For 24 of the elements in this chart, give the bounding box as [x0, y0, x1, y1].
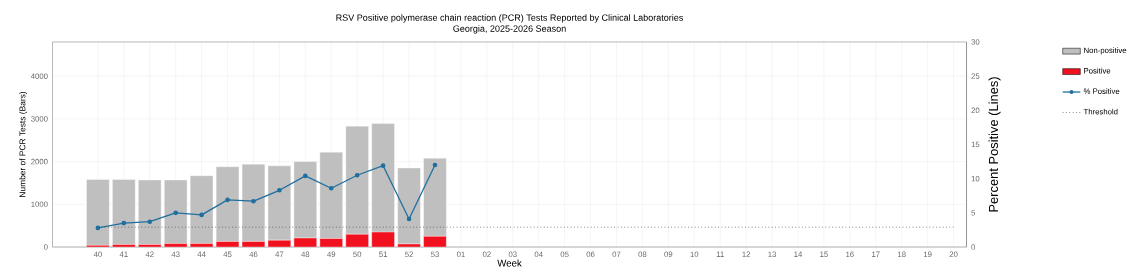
y2-axis-title: Percent Positive (Lines) — [988, 77, 1001, 212]
point — [95, 225, 101, 231]
point — [354, 172, 360, 178]
point — [173, 210, 179, 216]
point — [147, 219, 153, 225]
y-axis-title: Number of PCR Tests (Bars) — [19, 92, 28, 197]
point — [251, 198, 256, 204]
chart-title: RSV Positive polymerase chain reaction (PCR) Tests Reported by Clinical Laboratories — [336, 14, 683, 23]
chart-subtitle: Georgia, 2025-2026 Season — [453, 25, 566, 34]
point — [328, 185, 334, 191]
x-axis-title: Week — [497, 259, 522, 267]
bar — [397, 167, 421, 245]
point — [380, 163, 386, 169]
point — [225, 197, 230, 203]
point — [199, 212, 204, 218]
bar — [86, 179, 110, 246]
bar — [164, 179, 188, 244]
point — [277, 188, 282, 193]
bar — [112, 179, 136, 245]
point — [432, 162, 438, 168]
bar — [138, 179, 162, 245]
point — [406, 216, 412, 222]
point — [121, 220, 127, 226]
point — [303, 173, 308, 179]
